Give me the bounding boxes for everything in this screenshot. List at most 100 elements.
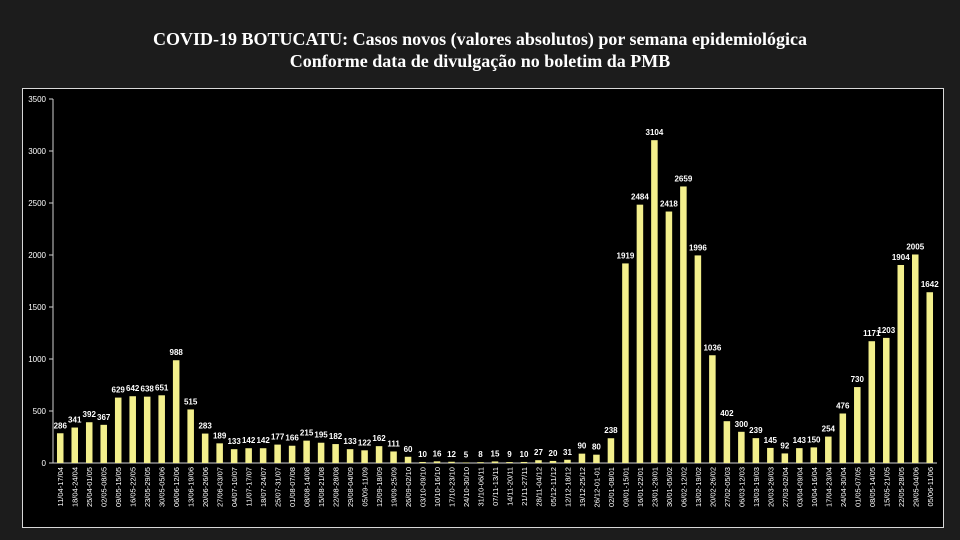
bar (71, 427, 78, 463)
x-tick-label: 27/06-03/07 (216, 467, 225, 507)
data-label: 10 (520, 450, 529, 459)
bar (694, 255, 702, 463)
x-tick-label: 13/03-19/03 (752, 467, 761, 507)
data-label: 651 (155, 383, 169, 392)
data-label: 988 (170, 348, 184, 357)
data-label: 90 (577, 442, 586, 451)
data-label: 133 (227, 437, 241, 446)
bar (172, 360, 180, 463)
x-tick-label: 22/08-28/08 (332, 467, 341, 507)
x-tick-label: 02/05-08/05 (100, 467, 109, 507)
x-tick-label: 09/01-15/01 (621, 467, 630, 507)
x-tick-label: 28/11-04/12 (534, 467, 543, 506)
bar (85, 422, 93, 463)
bar (723, 421, 731, 463)
data-label: 16 (433, 449, 442, 458)
x-tick-label: 15/08-21/08 (317, 467, 326, 507)
x-tick-label: 06/03-12/03 (737, 467, 746, 507)
data-label: 5 (464, 450, 469, 459)
data-label: 392 (83, 410, 97, 419)
data-label: 1036 (703, 343, 721, 352)
x-tick-label: 16/01-22/01 (636, 467, 645, 507)
data-label: 27 (534, 448, 543, 457)
y-tick-label: 1500 (28, 303, 46, 312)
x-tick-label: 24/04-30/04 (839, 467, 848, 507)
data-label: 1203 (877, 326, 895, 335)
bar (607, 438, 615, 463)
x-tick-label: 15/05-21/05 (882, 467, 891, 507)
bar (346, 449, 354, 463)
data-label: 15 (491, 449, 500, 458)
data-label: 189 (213, 431, 227, 440)
y-tick-label: 3000 (28, 147, 46, 156)
x-tick-label: 25/04-01/05 (85, 467, 94, 507)
chart-subtitle: Conforme data de divulgação no boletim d… (289, 51, 671, 71)
data-label: 195 (314, 431, 328, 440)
data-label: 238 (604, 426, 618, 435)
bar (477, 462, 484, 463)
x-tick-label: 13/02-19/02 (694, 467, 703, 507)
data-label: 80 (592, 443, 601, 452)
data-label: 9 (507, 450, 512, 459)
bar (274, 444, 281, 463)
data-label: 111 (387, 439, 400, 448)
x-tick-label: 12/09-18/09 (375, 467, 384, 507)
data-label: 300 (735, 420, 749, 429)
bar (622, 263, 629, 463)
bar (332, 444, 339, 463)
bar (912, 254, 919, 463)
bar (245, 448, 252, 463)
title-block: COVID-19 BOTUCATU: Casos novos (valores … (0, 28, 960, 72)
data-label: 2418 (660, 200, 678, 209)
x-tick-label: 30/01-05/02 (665, 467, 674, 507)
data-label: 142 (256, 436, 270, 445)
bar (158, 395, 165, 463)
bar (810, 447, 818, 463)
data-label: 20 (549, 449, 558, 458)
data-label: 92 (780, 441, 789, 450)
data-label: 12 (447, 450, 456, 459)
x-tick-label: 03/04-09/04 (795, 467, 804, 507)
x-tick-label: 23/01-29/01 (650, 467, 659, 507)
y-tick-label: 2000 (28, 251, 46, 260)
x-tick-label: 26/12-01-01 (592, 467, 601, 507)
bar (201, 433, 209, 463)
data-label: 3104 (646, 128, 664, 137)
x-tick-label: 04/07-10/07 (230, 467, 239, 507)
x-tick-label: 26/09-02/10 (404, 467, 413, 507)
chart-title: COVID-19 BOTUCATU: Casos novos (valores … (152, 29, 808, 49)
x-tick-label: 09/05-15/05 (114, 467, 123, 507)
data-label: 1642 (921, 280, 939, 289)
bar (448, 461, 455, 463)
data-label: 133 (343, 437, 357, 446)
data-label: 31 (563, 448, 572, 457)
plot-area: 0 500 1000 1500 2000 2500 3000 3500 286 11/04-17/… (22, 88, 944, 528)
x-tick-label: 25/07-31/07 (274, 467, 283, 507)
data-label: 1919 (617, 251, 635, 260)
data-label: 254 (822, 425, 836, 434)
bar (230, 449, 238, 463)
x-tick-label: 01/05-07/05 (853, 467, 862, 507)
x-tick-label: 20/03-26/03 (766, 467, 775, 507)
x-tick-label: 10/10-16/10 (433, 467, 442, 507)
y-tick-label: 2500 (28, 199, 46, 208)
bar (375, 446, 383, 463)
bar (839, 413, 847, 463)
x-tick-label: 27/03-02/04 (781, 467, 790, 507)
x-tick-label: 29/05-04/06 (911, 467, 920, 507)
x-tick-label: 29/08-04/09 (346, 467, 355, 507)
x-tick-label: 08/08-14/08 (303, 467, 312, 507)
x-tick-label: 05/12-11/12 (549, 467, 558, 506)
bar (767, 447, 774, 463)
x-tick-label: 03/10-09/10 (419, 467, 428, 507)
bar (259, 448, 267, 463)
bar (883, 337, 890, 463)
bar (796, 448, 803, 463)
x-tick-label: 07/11-13/11 (491, 467, 500, 506)
data-label: 182 (329, 432, 343, 441)
data-label: 177 (271, 433, 285, 442)
x-tick-label: 13/06-19/06 (187, 467, 196, 507)
x-tick-label: 19/09-25/09 (390, 467, 399, 507)
x-tick-label: 24/10-30/10 (462, 467, 471, 507)
x-tick-label: 27/02-05/03 (723, 467, 732, 507)
